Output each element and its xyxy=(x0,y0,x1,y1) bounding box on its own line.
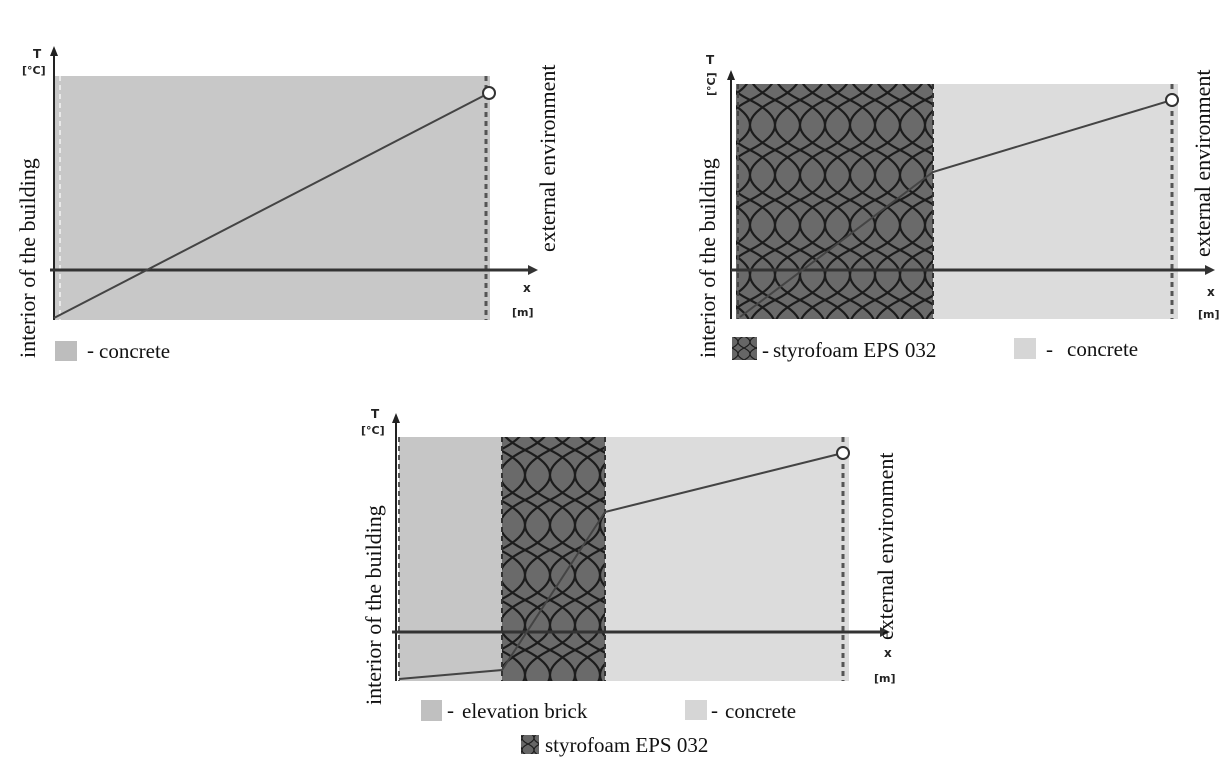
temperature-line xyxy=(53,92,490,319)
y-axis-symbol: T xyxy=(371,407,380,421)
concrete-layer xyxy=(605,437,849,681)
legend-marker: - xyxy=(447,698,454,722)
panel-concrete: T [°C] x [m] interior of the building ex… xyxy=(15,46,560,363)
x-axis-arrow xyxy=(880,627,890,637)
legend-marker: - xyxy=(1046,337,1053,361)
legend-concrete: concrete xyxy=(725,699,796,723)
boundary-point-marker xyxy=(1165,93,1179,107)
boundary-point-marker xyxy=(836,446,850,460)
panel-brick-styrofoam-concrete: T [°C] x [m] interior of the building ex… xyxy=(361,407,898,757)
x-axis-unit: [m] xyxy=(874,672,896,685)
x-axis-symbol: x xyxy=(523,281,531,295)
styrofoam-layer xyxy=(502,437,605,681)
concrete-swatch xyxy=(55,341,77,361)
exterior-label: external environment xyxy=(873,452,898,640)
x-axis-unit: [m] xyxy=(512,306,534,319)
y-axis-unit: [°C] xyxy=(705,72,718,96)
x-axis-unit: [m] xyxy=(1198,308,1220,321)
legend-styrofoam: styrofoam EPS 032 xyxy=(773,338,936,362)
styrofoam-swatch xyxy=(732,337,757,360)
legend-brick: elevation brick xyxy=(462,699,588,723)
legend-concrete: concrete xyxy=(1067,337,1138,361)
exterior-label: external environment xyxy=(1190,69,1215,257)
concrete-swatch xyxy=(685,700,707,720)
exterior-label: external environment xyxy=(535,64,560,252)
y-axis-arrow xyxy=(50,46,58,56)
temperature-line xyxy=(739,99,1173,318)
interior-label: interior of the building xyxy=(361,505,386,705)
x-axis-arrow xyxy=(1205,265,1215,275)
x-axis-symbol: x xyxy=(1207,285,1215,299)
brick-swatch xyxy=(421,700,442,721)
panel-styrofoam-concrete: T [°C] x [m] interior of the building ex… xyxy=(695,53,1220,362)
y-axis-symbol: T xyxy=(33,47,42,61)
y-axis-arrow xyxy=(392,413,400,423)
concrete-swatch xyxy=(1014,338,1036,359)
legend-marker: - xyxy=(87,338,94,362)
y-axis-symbol: T xyxy=(706,53,715,67)
interior-label: interior of the building xyxy=(695,158,720,358)
styrofoam-swatch xyxy=(521,735,539,754)
y-axis-arrow xyxy=(727,70,735,80)
x-axis-symbol: x xyxy=(884,646,892,660)
interior-label: interior of the building xyxy=(15,158,40,358)
temperature-line xyxy=(398,452,844,680)
y-axis-unit: [°C] xyxy=(361,424,385,437)
legend-styrofoam: styrofoam EPS 032 xyxy=(545,733,708,757)
legend-marker: - xyxy=(711,698,718,722)
y-axis-unit: [°C] xyxy=(22,64,46,77)
x-axis-arrow xyxy=(528,265,538,275)
legend-concrete: concrete xyxy=(99,339,170,363)
boundary-point-marker xyxy=(482,86,496,100)
brick-layer xyxy=(399,437,502,681)
styrofoam-layer xyxy=(736,84,933,319)
legend-marker: - xyxy=(762,338,769,362)
